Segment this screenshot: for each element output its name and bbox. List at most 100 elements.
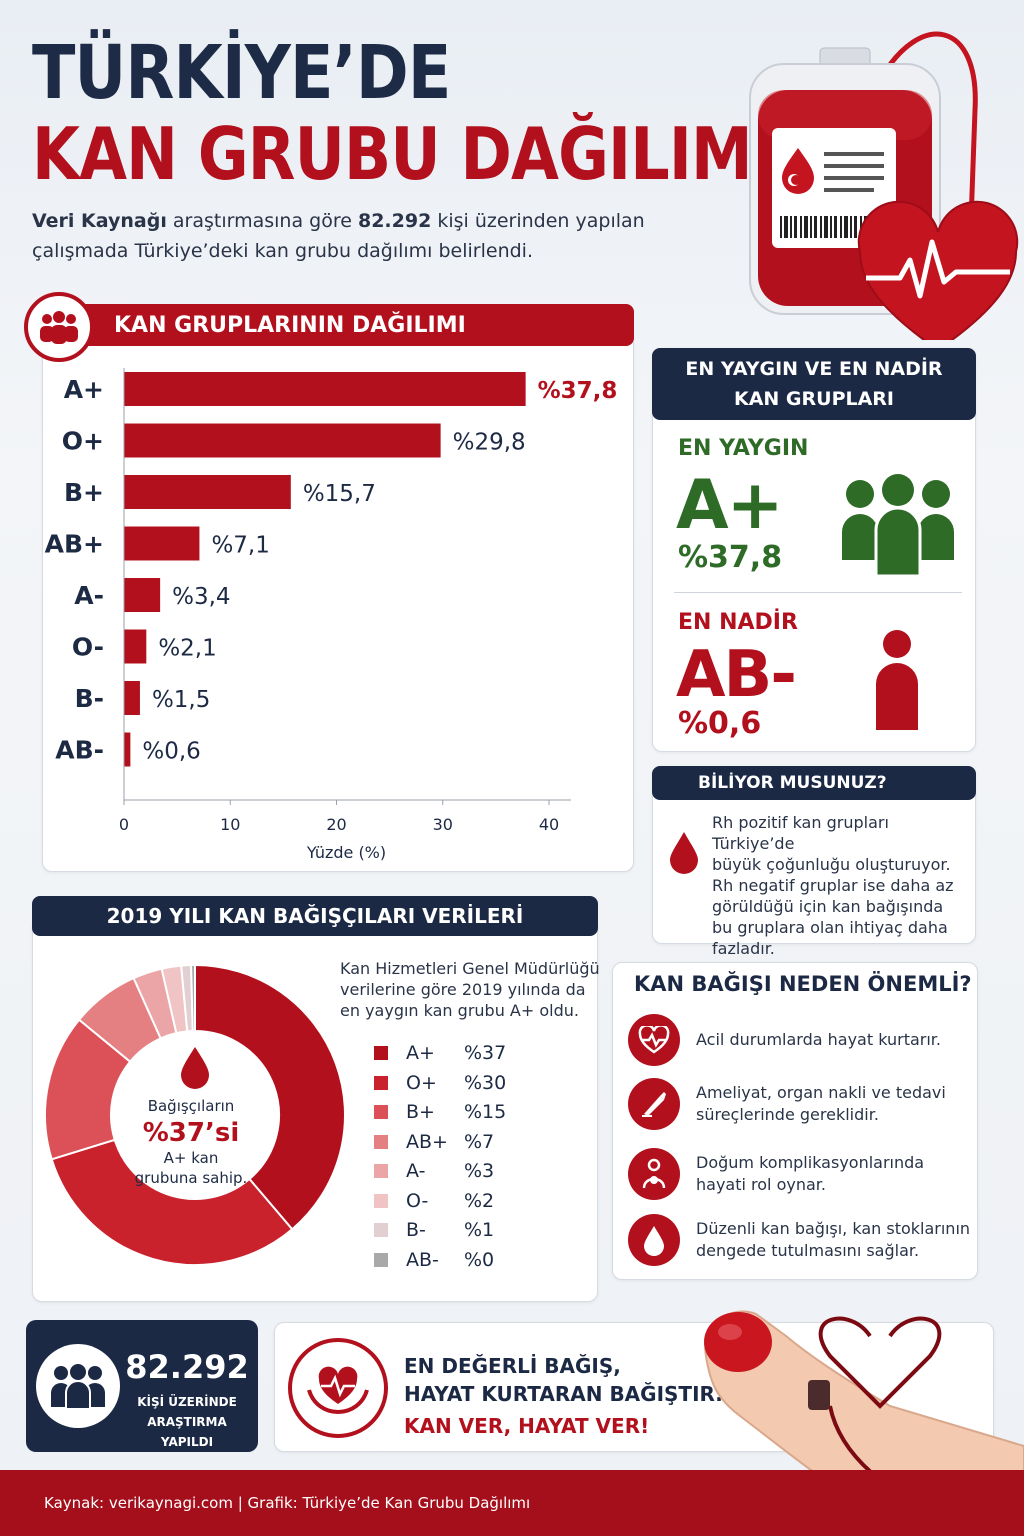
legend-value: %0 <box>464 1248 495 1271</box>
blood-drop-icon <box>670 832 698 874</box>
legend-value: %15 <box>464 1101 507 1123</box>
x-tick-label: 40 <box>539 815 559 834</box>
page-title-line1: TÜRKİYE’DE <box>32 30 451 116</box>
legend-value: %30 <box>464 1071 507 1094</box>
bar-category-label: AB+ <box>45 530 104 559</box>
legend-label: A+ <box>406 1042 435 1064</box>
x-tick-label: 20 <box>326 815 346 834</box>
distribution-title: KAN GRUPLARININ DAĞILIMI <box>114 312 466 338</box>
rare-label: EN NADİR <box>678 610 798 635</box>
legend-value: %3 <box>464 1160 495 1182</box>
bar-value-label: %3,4 <box>172 584 230 610</box>
slogan-text: EN DEĞERLİ BAĞIŞ, HAYAT KURTARAN BAĞIŞTI… <box>404 1354 723 1406</box>
common-value: %37,8 <box>678 540 783 575</box>
intro-count: 82.292 <box>357 210 432 232</box>
legend-label: B- <box>406 1219 426 1241</box>
rare-group: AB- <box>676 638 797 712</box>
legend-value: %37 <box>464 1042 507 1064</box>
bar-category-label: O+ <box>62 427 104 456</box>
page-title-line2: KAN GRUBU DAĞILIMI <box>32 112 775 196</box>
divider <box>674 592 962 593</box>
legend-value: %1 <box>464 1219 495 1241</box>
legend-item: O- %2 <box>374 1190 494 1212</box>
blood-drop-icon <box>181 1047 209 1089</box>
bar-value-label: %15,7 <box>303 481 376 507</box>
bar-category-label: B+ <box>64 478 104 507</box>
legend-label: A- <box>406 1160 426 1182</box>
fact-title: BİLİYOR MUSUNUZ? <box>652 766 976 800</box>
study-caption: KİŞİ ÜZERİNDE ARAŞTIRMA YAPILDI <box>137 1395 237 1449</box>
legend-item: O+ %30 <box>374 1072 506 1094</box>
distribution-title-banner: KAN GRUPLARININ DAĞILIMI <box>30 304 634 346</box>
legend-swatch <box>374 1164 388 1178</box>
donors-donut-chart: Bağışçıların %37’siA+ kan grubuna sahip. <box>44 963 346 1266</box>
footer: Kaynak: verikaynagi.com | Grafik: Türkiy… <box>0 1470 1024 1536</box>
people-group-icon <box>36 1344 120 1428</box>
bar-value-label: %0,6 <box>142 739 200 765</box>
scalpel-icon <box>628 1078 680 1130</box>
bar-value-label: %7,1 <box>211 533 269 559</box>
bar-category-label: A- <box>74 581 104 610</box>
legend-swatch <box>374 1193 388 1208</box>
intro-source: Veri Kaynağı <box>32 210 167 232</box>
common-rare-title: EN YAYGIN VE EN NADİR KAN GRUPLARI <box>652 348 976 420</box>
why-item-1: Acil durumlarda hayat kurtarır. <box>628 1014 976 1066</box>
legend-label: O- <box>406 1189 429 1212</box>
bar-value-label: %37,8 <box>538 378 618 404</box>
legend-swatch <box>374 1075 388 1090</box>
single-person-icon <box>876 630 918 730</box>
x-tick-label: 10 <box>220 815 240 834</box>
legend-label: B+ <box>406 1101 435 1123</box>
bar-category-label: A+ <box>64 375 104 404</box>
donut-center-line1: Bağışçıların <box>148 1097 235 1115</box>
legend-swatch <box>374 1134 388 1149</box>
bar <box>124 423 441 458</box>
bar-category-label: O- <box>72 633 104 662</box>
donut-center-value: %37’si <box>143 1118 240 1148</box>
legend-swatch <box>374 1105 388 1119</box>
mother-baby-icon <box>628 1148 680 1200</box>
bar <box>124 526 200 561</box>
why-item-4: Düzenli kan bağışı, kan stoklarının deng… <box>628 1214 976 1266</box>
donors-description: Kan Hizmetleri Genel Müdürlüğü verilerin… <box>340 959 600 1020</box>
slogan-cta: KAN VER, HAYAT VER! <box>404 1414 650 1438</box>
x-tick-label: 30 <box>433 815 453 834</box>
legend-value: %7 <box>464 1130 495 1153</box>
bar <box>124 372 526 406</box>
bar <box>124 681 140 715</box>
x-axis-label: Yüzde (%) <box>306 843 386 862</box>
legend-swatch <box>374 1252 388 1267</box>
legend-value: %2 <box>464 1189 495 1212</box>
legend-item: AB+ %7 <box>374 1131 494 1153</box>
bar <box>124 578 161 612</box>
why-item-2: Ameliyat, organ nakli ve tedavi süreçler… <box>628 1078 976 1130</box>
blood-bag-illustration <box>749 31 1019 340</box>
bar <box>124 629 147 664</box>
blood-drop-icon <box>628 1214 680 1266</box>
why-title: KAN BAĞIŞI NEDEN ÖNEMLİ? <box>634 972 972 996</box>
bar <box>124 475 291 509</box>
donut-center-line3: grubuna sahip. <box>135 1169 248 1187</box>
legend-item: A- %3 <box>374 1160 494 1182</box>
bar-value-label: %1,5 <box>152 687 210 713</box>
legend-swatch <box>374 1046 388 1060</box>
people-group-icon <box>842 474 954 578</box>
bar-value-label: %29,8 <box>453 430 526 456</box>
bar <box>124 732 131 767</box>
legend-item: A+ %37 <box>374 1042 506 1064</box>
x-tick-label: 0 <box>119 815 129 834</box>
legend-item: B+ %15 <box>374 1101 506 1123</box>
donut-center-line2: A+ kan <box>164 1149 219 1167</box>
donut-hole <box>113 1033 277 1197</box>
hands-heart-icon <box>288 1338 388 1438</box>
heartbeat-icon <box>628 1014 680 1066</box>
bar-category-label: B- <box>75 684 104 713</box>
why-item-3: Doğum komplikasyonlarında hayati rol oyn… <box>628 1148 976 1200</box>
common-group: A+ <box>676 466 784 545</box>
legend-label: AB+ <box>406 1130 448 1153</box>
legend-swatch <box>374 1223 388 1237</box>
common-label: EN YAYGIN <box>678 436 809 461</box>
footer-source: Kaynak: verikaynagi.com | Grafik: Türkiy… <box>44 1494 531 1512</box>
donut-slice <box>190 963 196 1033</box>
donut-slice <box>50 1138 294 1266</box>
